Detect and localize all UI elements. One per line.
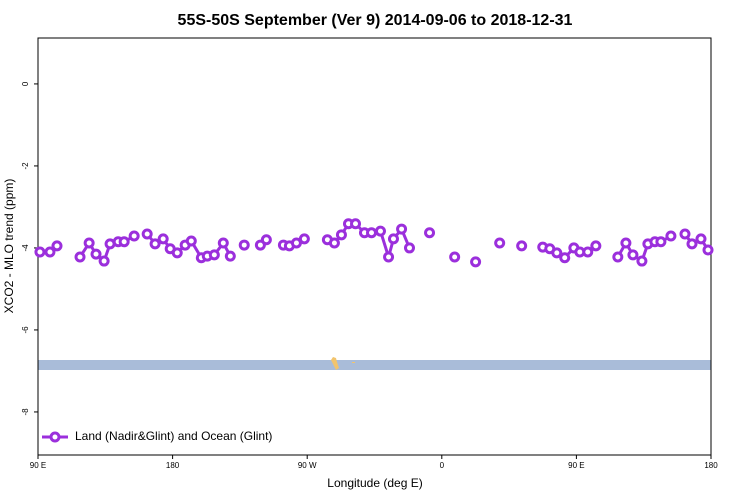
y-tick-label: -6 <box>21 326 30 334</box>
data-point <box>217 237 229 249</box>
x-axis-label: Longitude (deg E) <box>327 476 422 490</box>
data-point <box>44 246 56 258</box>
data-point <box>424 227 436 239</box>
data-point <box>260 234 272 246</box>
data-point <box>559 252 571 264</box>
data-point <box>679 228 691 240</box>
data-point <box>238 239 250 251</box>
data-point <box>350 218 362 230</box>
data-point <box>118 236 130 248</box>
data-point <box>383 251 395 263</box>
data-point <box>335 229 347 241</box>
data-point <box>636 255 648 267</box>
data-point <box>516 240 528 252</box>
data-point <box>582 246 594 258</box>
x-tick-label: 180 <box>166 461 180 470</box>
data-point <box>157 233 169 245</box>
data-point <box>290 237 302 249</box>
data-point <box>51 240 63 252</box>
data-point <box>149 238 161 250</box>
legend-label: Land (Nadir&Glint) and Ocean (Glint) <box>75 429 272 443</box>
data-point <box>449 251 461 263</box>
data-point <box>83 237 95 249</box>
data-point <box>34 246 46 258</box>
land-mask-band <box>38 360 711 370</box>
plot-frame <box>37 37 712 456</box>
data-point <box>90 248 102 260</box>
data-point <box>141 228 153 240</box>
data-point <box>686 238 698 250</box>
data-point <box>702 244 714 256</box>
y-tick-label: 0 <box>21 81 30 86</box>
data-point <box>387 233 399 245</box>
data-point <box>494 237 506 249</box>
data-point <box>328 237 340 249</box>
x-tick-label: 180 <box>704 461 718 470</box>
land-mask-patch <box>331 357 355 370</box>
x-tick-label: 90 W <box>298 461 317 470</box>
y-axis-label: XCO2 - MLO trend (ppm) <box>2 179 16 314</box>
data-point <box>374 225 386 237</box>
chart-title: 55S-50S September (Ver 9) 2014-09-06 to … <box>178 12 573 29</box>
x-tick-label: 0 <box>440 461 445 470</box>
data-point <box>185 235 197 247</box>
x-tick-label: 90 E <box>568 461 584 470</box>
data-point <box>224 250 236 262</box>
legend-marker <box>49 431 61 443</box>
data-point <box>665 230 677 242</box>
data-point <box>366 227 378 239</box>
y-tick-label: -8 <box>21 408 30 416</box>
data-point <box>655 236 667 248</box>
data-point <box>403 242 415 254</box>
legend: Land (Nadir&Glint) and Ocean (Glint) <box>42 429 272 443</box>
data-point <box>695 233 707 245</box>
data-point <box>98 255 110 267</box>
data-point <box>396 223 408 235</box>
x-tick-label: 90 E <box>30 461 46 470</box>
data-point <box>128 230 140 242</box>
data-point <box>612 251 624 263</box>
data-point <box>551 247 563 259</box>
y-tick-label: -4 <box>21 244 30 252</box>
data-point <box>590 240 602 252</box>
data-point <box>470 256 482 268</box>
data-point <box>298 233 310 245</box>
data-point <box>627 249 639 261</box>
y-tick-label: -2 <box>21 162 30 170</box>
data-point <box>208 249 220 261</box>
data-point <box>74 251 86 263</box>
data-point <box>620 237 632 249</box>
data-point <box>171 247 183 259</box>
